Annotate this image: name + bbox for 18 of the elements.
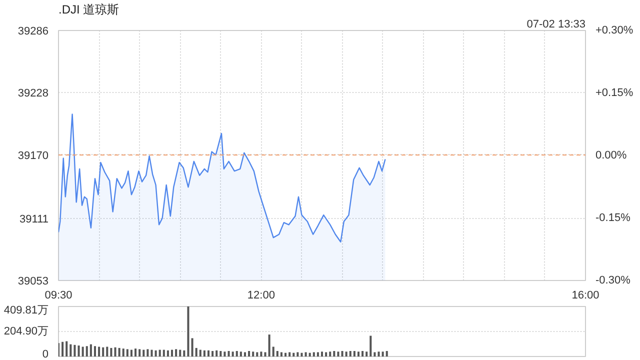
y-tick-label: 39228 bbox=[18, 88, 49, 100]
y-tick-label: 409.81万 bbox=[4, 304, 49, 316]
x-tick-label: 12:00 bbox=[247, 290, 275, 302]
y-tick-label: 39053 bbox=[18, 276, 49, 288]
x-tick-label: 16:00 bbox=[572, 290, 600, 302]
y-tick-label: 204.90万 bbox=[4, 326, 49, 338]
y-tick-label: 39111 bbox=[20, 213, 49, 226]
y2-tick-label: -0.30% bbox=[596, 274, 631, 286]
y2-tick-label: 0.00% bbox=[596, 150, 627, 162]
y-tick-label: 0 bbox=[42, 348, 49, 360]
chart-title: .DJI 道琼斯 bbox=[58, 2, 120, 16]
y-tick-label: 39286 bbox=[18, 26, 49, 38]
x-tick-label: 09:30 bbox=[44, 290, 72, 302]
annotation: 07-02 13:33 bbox=[526, 18, 586, 30]
y-tick-label: 39170 bbox=[18, 150, 49, 162]
y2-tick-label: +0.30% bbox=[596, 24, 634, 36]
y2-tick-label: +0.15% bbox=[596, 87, 634, 99]
y2-tick-label: -0.15% bbox=[596, 212, 631, 224]
